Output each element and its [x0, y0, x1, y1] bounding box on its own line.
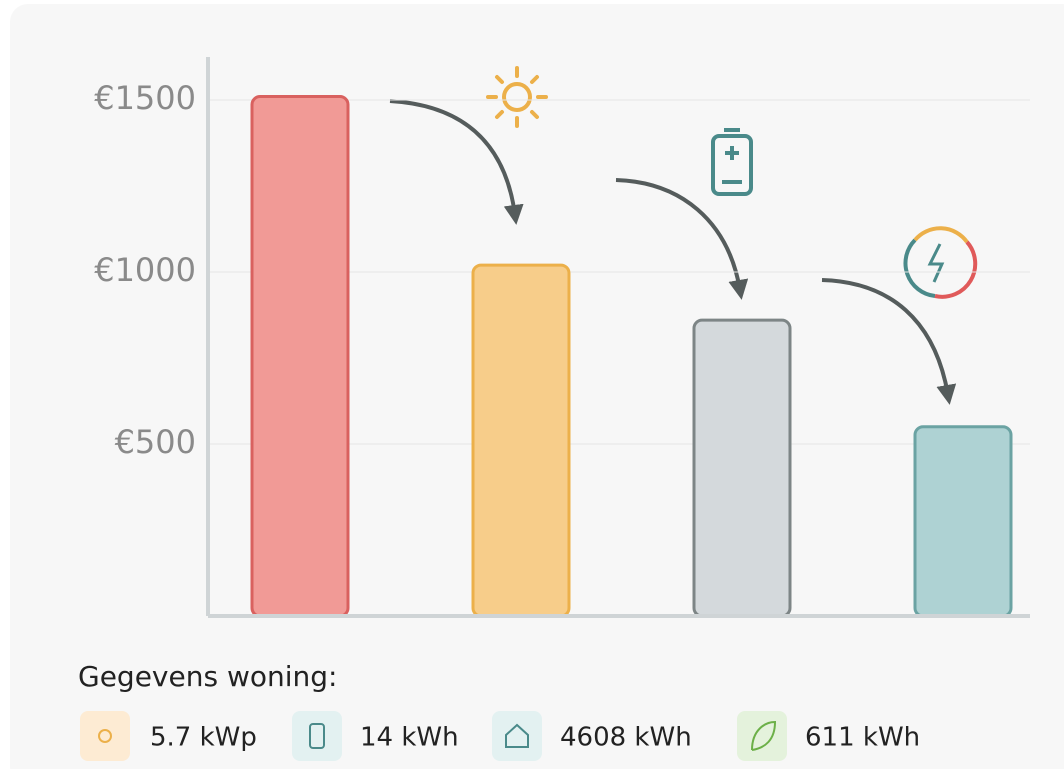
bar — [471, 263, 571, 618]
y-tick-label: €1000 — [94, 251, 196, 289]
legend-icons — [80, 711, 787, 761]
arrows — [389, 99, 957, 405]
battery-icon — [711, 128, 753, 196]
legend-item: 5.7 kWp — [150, 723, 257, 753]
grid-icon — [903, 226, 978, 299]
legend-item: 14 kWh — [360, 723, 459, 753]
bar — [250, 95, 350, 618]
y-tick-label: €500 — [115, 423, 196, 461]
legend-item: 4608 kWh — [560, 723, 692, 753]
legend-title: Gegevens woning: — [78, 660, 337, 693]
legend-item: 611 kWh — [805, 723, 920, 753]
bar — [913, 425, 1013, 618]
y-tick-label: €1500 — [94, 79, 196, 117]
bar — [692, 318, 792, 618]
sun-icon — [486, 66, 548, 128]
